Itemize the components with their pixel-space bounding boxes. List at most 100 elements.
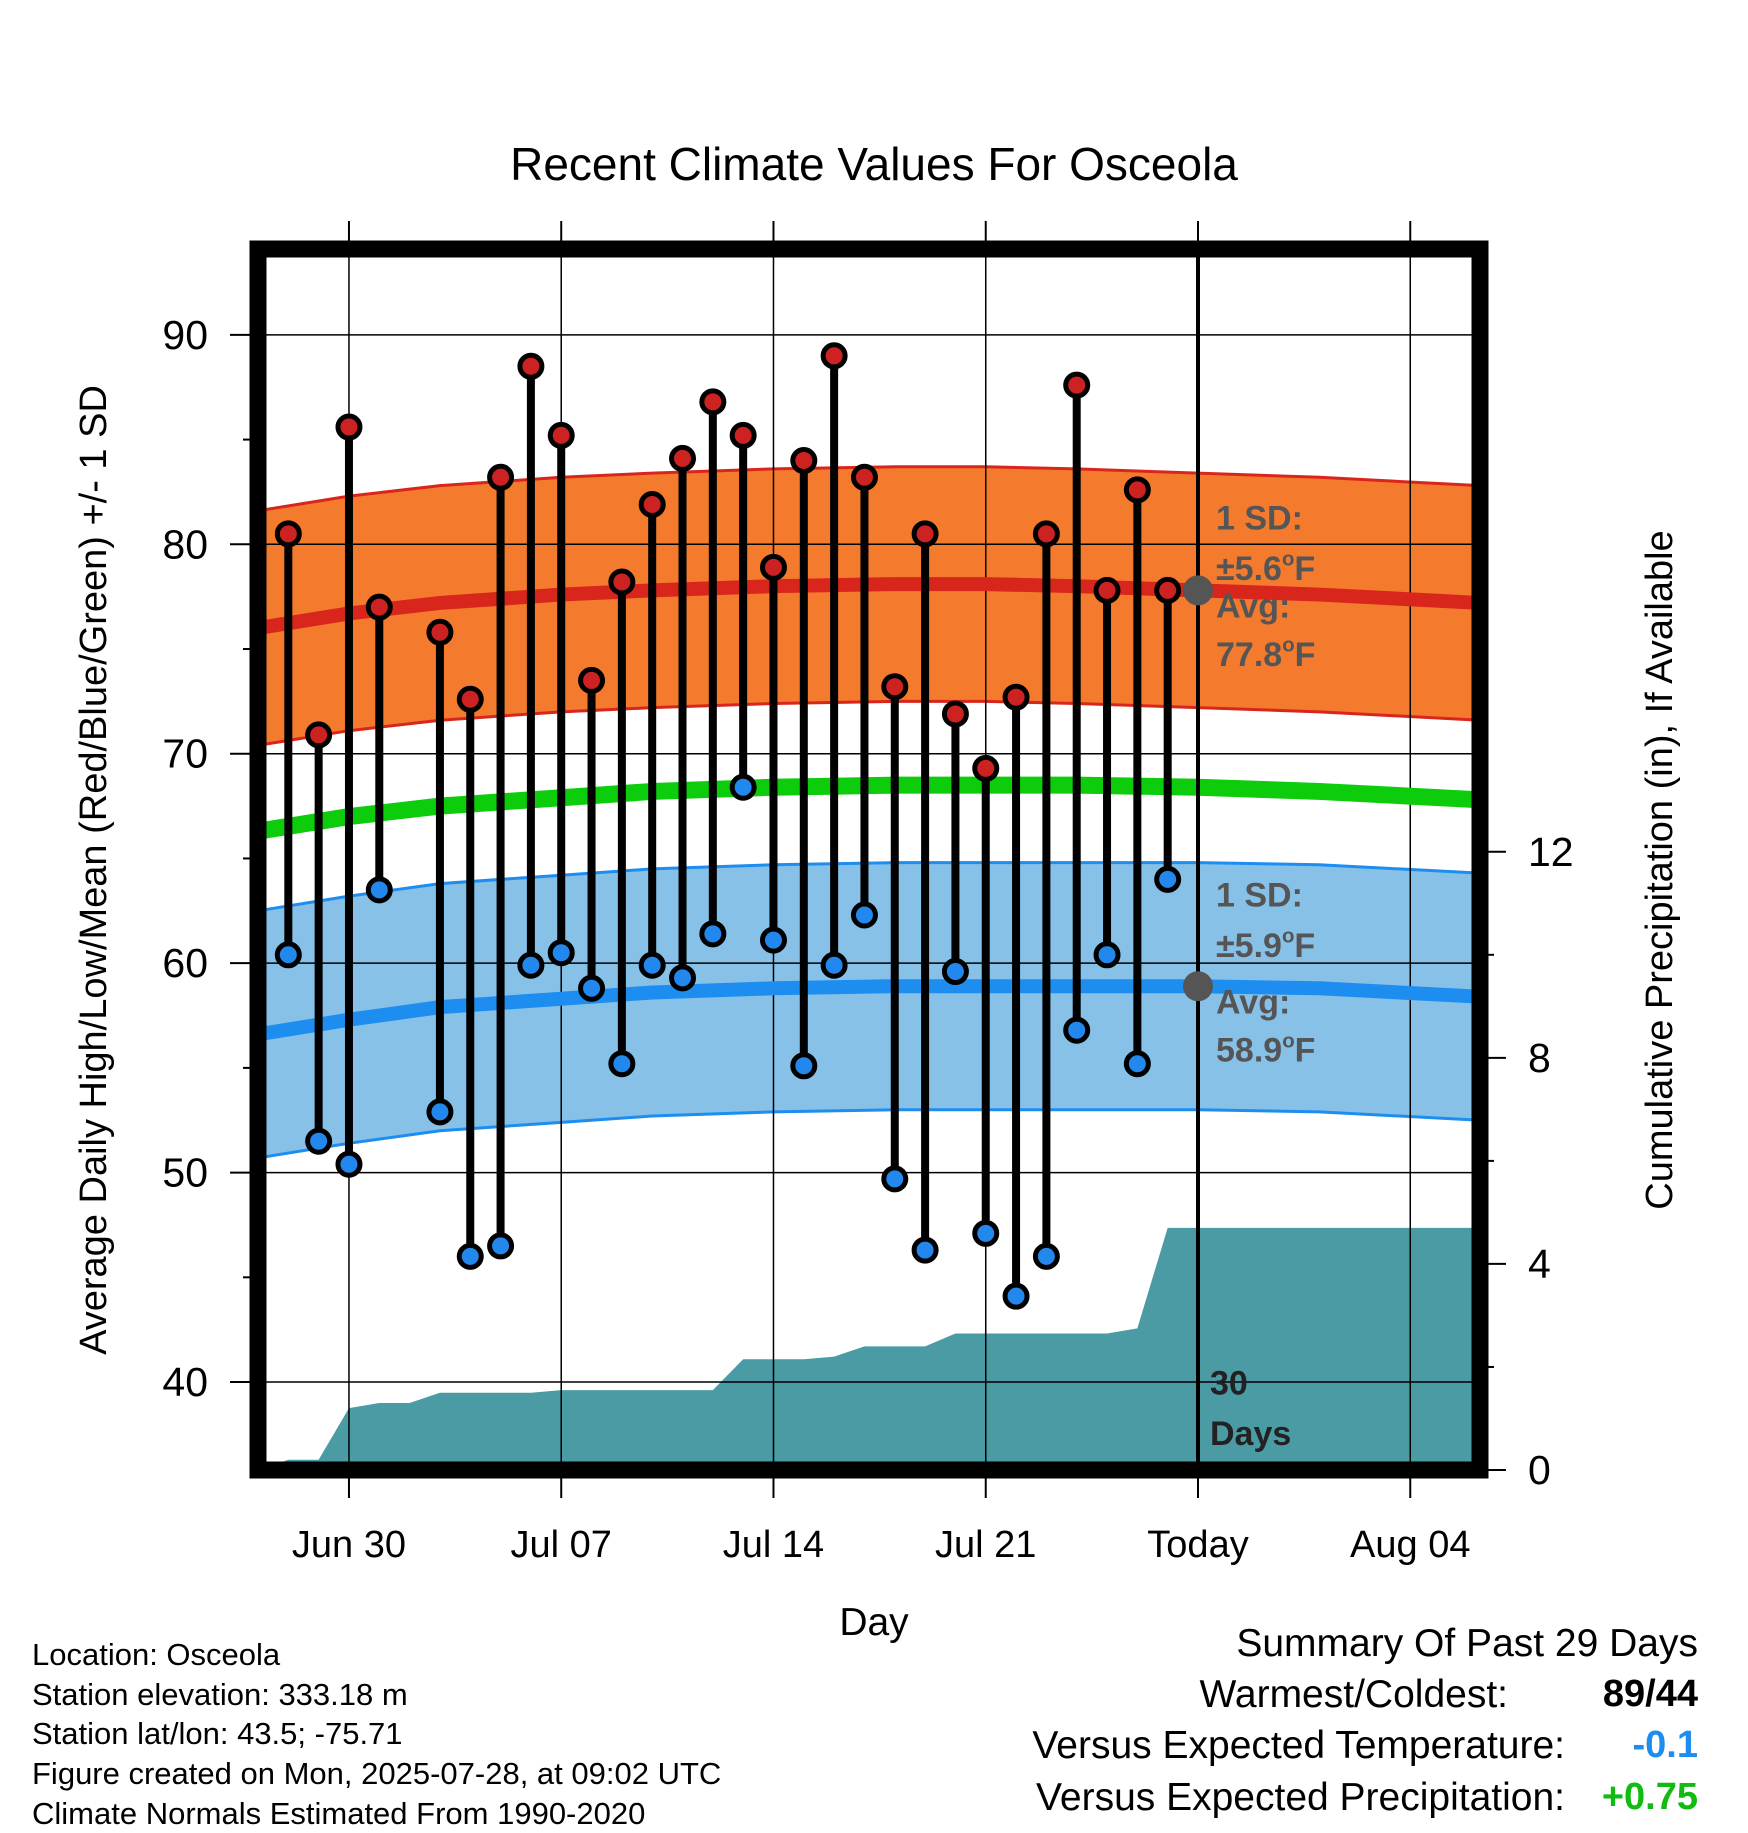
precipitation-area [258, 1227, 1480, 1470]
daily-low-point [881, 1165, 909, 1193]
daily-high-point [1154, 576, 1182, 604]
y2-tick-label: 0 [1528, 1447, 1551, 1493]
daily-high-point [1093, 576, 1121, 604]
daily-high-point [790, 447, 818, 475]
location-text: Location: Osceola [32, 1637, 281, 1672]
high-avg-label: Avg: [1216, 588, 1290, 626]
created-text: Figure created on Mon, 2025-07-28, at 09… [32, 1756, 722, 1791]
temp-deviation-label: Versus Expected Temperature: [1032, 1724, 1565, 1767]
daily-low-point [790, 1052, 818, 1080]
daily-low-point [426, 1098, 454, 1126]
chart-title: Recent Climate Values For Osceola [510, 138, 1238, 190]
days-label: Days [1210, 1415, 1291, 1453]
low-sd-label: 1 SD: [1216, 877, 1303, 915]
daily-high-point [305, 721, 333, 749]
x-tick-label: Jul 07 [511, 1524, 612, 1566]
summary-title: Summary Of Past 29 Days [1236, 1622, 1698, 1665]
daily-low-point [1063, 1016, 1091, 1044]
daily-high-point [547, 421, 575, 449]
daily-high-point [729, 421, 757, 449]
daily-high-point [638, 491, 666, 519]
daily-low-point [608, 1050, 636, 1078]
daily-low-point [941, 958, 969, 986]
x-axis-label: Day [839, 1601, 909, 1644]
y2-tick-label: 8 [1528, 1035, 1551, 1081]
temp-deviation-value: -0.1 [1632, 1724, 1698, 1766]
high-avg-value: 77.8oF [1216, 634, 1315, 673]
y-axis-label: Average Daily High/Low/Mean (Red/Blue/Gr… [73, 385, 115, 1355]
low-band-lower-edge [257, 1108, 1481, 1160]
x-tick-label: Today [1147, 1524, 1248, 1566]
daily-high-point [759, 553, 787, 581]
precip-deviation-value: +0.75 [1601, 1776, 1698, 1818]
daily-low-point [1002, 1282, 1030, 1310]
daily-high-point [1063, 371, 1091, 399]
daily-low-point [578, 974, 606, 1002]
daily-low-point [365, 876, 393, 904]
daily-high-point [820, 342, 848, 370]
daily-low-point [972, 1219, 1000, 1247]
warmest-coldest-label: Warmest/Coldest: [1199, 1673, 1508, 1716]
daily-high-point [487, 463, 515, 491]
precip-deviation-label: Versus Expected Precipitation: [1036, 1776, 1565, 1819]
y2-tick-label: 12 [1528, 829, 1574, 875]
daily-low-point [305, 1127, 333, 1155]
latlon-text: Station lat/lon: 43.5; -75.71 [32, 1716, 403, 1751]
daily-low-point [911, 1236, 939, 1264]
daily-high-point [699, 388, 727, 416]
daily-low-point [1123, 1050, 1151, 1078]
y-tick-label: 90 [162, 312, 208, 358]
daily-high-point [911, 520, 939, 548]
low-normal-line [256, 979, 1481, 1042]
high-sd-value: ±5.6oF [1216, 549, 1315, 588]
y2-tick-label: 4 [1528, 1241, 1551, 1287]
daily-high-point [1002, 683, 1030, 711]
normals-text: Climate Normals Estimated From 1990-2020 [32, 1796, 646, 1831]
daily-low-point [1154, 865, 1182, 893]
x-tick-label: Jul 21 [935, 1524, 1036, 1566]
x-tick-label: Aug 04 [1350, 1524, 1470, 1566]
daily-low-point [699, 920, 727, 948]
today-low-normal-marker [1183, 971, 1213, 1002]
daily-high-point [335, 413, 363, 441]
high-sd-label: 1 SD: [1216, 500, 1303, 538]
daily-low-point [1093, 941, 1121, 969]
daily-high-point [608, 568, 636, 596]
daily-high-point [365, 593, 393, 621]
daily-low-point [456, 1242, 484, 1270]
daily-high-point [850, 463, 878, 491]
warmest-coldest-value: 89/44 [1602, 1673, 1698, 1715]
x-tick-label: Jul 14 [723, 1524, 824, 1566]
daily-high-point [941, 700, 969, 728]
daily-high-point [274, 520, 302, 548]
daily-high-point [456, 685, 484, 713]
days-count: 30 [1210, 1365, 1248, 1403]
plot-frame [249, 240, 1489, 1479]
daily-high-point [669, 444, 697, 472]
y-tick-label: 60 [162, 940, 208, 986]
elevation-text: Station elevation: 333.18 m [32, 1677, 408, 1712]
daily-low-point [274, 941, 302, 969]
low-sd-value: ±5.9oF [1216, 926, 1315, 965]
y-tick-label: 70 [162, 731, 208, 777]
y-tick-label: 80 [162, 521, 208, 567]
daily-low-point [547, 939, 575, 967]
today-high-normal-marker [1183, 575, 1213, 606]
daily-low-point [1032, 1242, 1060, 1270]
daily-low-point [759, 926, 787, 954]
daily-high-point [881, 673, 909, 701]
daily-high-point [517, 352, 545, 380]
daily-low-point [638, 951, 666, 979]
daily-high-point [426, 618, 454, 646]
daily-high-point [578, 666, 606, 694]
y-tick-label: 40 [162, 1359, 208, 1405]
y-tick-label: 50 [162, 1150, 208, 1196]
daily-low-point [517, 951, 545, 979]
daily-low-point [850, 901, 878, 929]
daily-high-point [1032, 520, 1060, 548]
y2-axis-label: Cumulative Precipitation (in), If Availa… [1639, 530, 1681, 1209]
low-avg-label: Avg: [1216, 983, 1290, 1021]
daily-low-point [335, 1150, 363, 1178]
low-avg-value: 58.9oF [1216, 1030, 1315, 1069]
